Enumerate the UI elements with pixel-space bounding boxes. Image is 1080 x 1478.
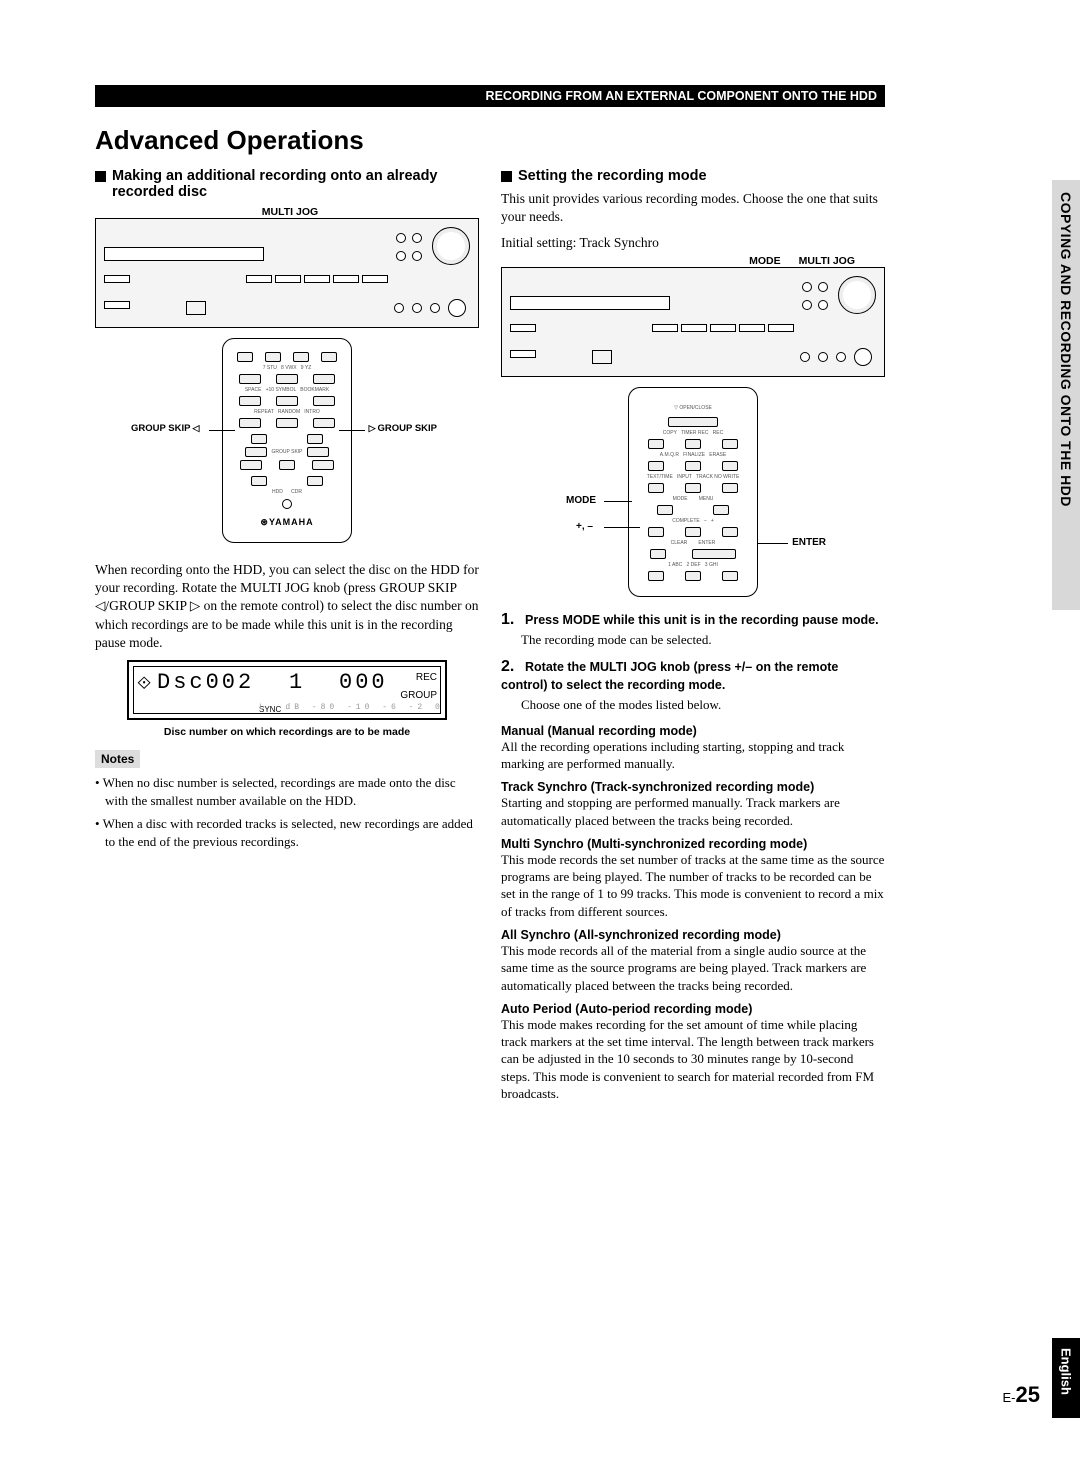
mode-top-label: MODE: [749, 255, 781, 267]
main-unit-diagram-right: [501, 267, 885, 377]
step-1: 1. Press MODE while this unit is in the …: [501, 611, 885, 649]
leader-line: [604, 527, 640, 528]
plus-button: [722, 527, 738, 537]
right-section-heading: Setting the recording mode: [501, 168, 885, 184]
mode-allsync-body: This mode records all of the material fr…: [501, 942, 885, 994]
mode-tracksync-body: Starting and stopping are performed manu…: [501, 794, 885, 829]
lcd-time: 000: [339, 670, 388, 695]
minus-button: [685, 527, 701, 537]
lcd-caption: Disc number on which recordings are to b…: [95, 726, 479, 738]
right-section-title: Setting the recording mode: [518, 168, 707, 184]
mode-tracksync-head: Track Synchro (Track-synchronized record…: [501, 780, 885, 794]
step-body: The recording mode can be selected.: [521, 631, 885, 649]
plusminus-callout: +, –: [576, 521, 593, 532]
mode-multisync-body: This mode records the set number of trac…: [501, 851, 885, 920]
group-skip-left-label: GROUP SKIP: [131, 423, 199, 434]
step-number: 1.: [501, 611, 521, 629]
side-chapter-text: COPYING AND RECORDING ONTO THE HDD: [1058, 192, 1074, 507]
multi-jog-top-label: MULTI JOG: [799, 255, 855, 267]
right-column: Setting the recording mode This unit pro…: [501, 168, 885, 1106]
left-column: Making an additional recording onto an a…: [95, 168, 479, 1106]
leader-line: [339, 430, 365, 431]
yamaha-logo: ⊛YAMAHA: [231, 517, 343, 528]
page-number-prefix: E-: [1003, 1390, 1016, 1405]
notes-list: When no disc number is selected, recordi…: [95, 774, 479, 850]
step-2: 2. Rotate the MULTI JOG knob (press +/– …: [501, 658, 885, 714]
level-knob-icon: [448, 299, 466, 317]
lcd-rec-indicator: REC: [416, 672, 437, 683]
side-chapter-tab: COPYING AND RECORDING ONTO THE HDD: [1052, 180, 1080, 610]
page-number-value: 25: [1016, 1382, 1040, 1407]
chapter-header-bar: RECORDING FROM AN EXTERNAL COMPONENT ONT…: [95, 85, 885, 107]
left-paragraph: When recording onto the HDD, you can sel…: [95, 561, 479, 652]
square-bullet-icon: [501, 171, 512, 182]
leader-line: [209, 430, 235, 431]
leader-line: [604, 501, 632, 502]
mode-manual-body: All the recording operations including s…: [501, 738, 885, 773]
left-section-heading: Making an additional recording onto an a…: [95, 168, 479, 200]
step-heading: Press MODE while this unit is in the rec…: [525, 613, 879, 627]
group-skip-left-button: [245, 447, 267, 457]
mode-autoperiod-head: Auto Period (Auto-period recording mode): [501, 1002, 885, 1016]
multi-jog-knob-icon: [432, 227, 470, 265]
step-number: 2.: [501, 658, 521, 676]
language-tab: English: [1052, 1338, 1080, 1418]
disc-tray: [104, 247, 264, 261]
note-item: When a disc with recorded tracks is sele…: [95, 815, 479, 850]
mode-allsync-head: All Synchro (All-synchronized recording …: [501, 928, 885, 942]
group-skip-right-button: [307, 447, 329, 457]
multi-jog-label: MULTI JOG: [255, 206, 325, 218]
square-bullet-icon: [95, 171, 106, 182]
remote-diagram: 7 STU 8 VWX 9 YZ SPACE +10 SYMBOL BOOKMA…: [222, 338, 352, 543]
left-section-title: Making an additional recording onto an a…: [112, 168, 479, 200]
step-body: Choose one of the modes listed below.: [521, 696, 885, 714]
mode-button: [657, 505, 673, 515]
lcd-group-indicator: GROUP: [400, 690, 437, 701]
group-skip-right-label: GROUP SKIP: [369, 423, 437, 434]
lcd-disc-number: Dsc002: [157, 670, 254, 695]
mode-autoperiod-body: This mode makes recording for the set am…: [501, 1016, 885, 1102]
language-tab-text: English: [1059, 1348, 1074, 1395]
page-number: E-25: [1003, 1382, 1040, 1408]
right-intro: This unit provides various recording mod…: [501, 190, 885, 226]
lcd-display: ⟐ Dsc002 1 000 REC GROUP SYNC L dB -80 -…: [127, 660, 447, 720]
remote-diagram-right: ▽ OPEN/CLOSE COPY TIMER REC REC A.M.Q.R …: [628, 387, 758, 597]
page-title: Advanced Operations: [95, 125, 885, 156]
mode-callout: MODE: [566, 495, 596, 506]
enter-callout: ENTER: [792, 537, 826, 548]
notes-heading: Notes: [95, 750, 140, 768]
mode-manual-head: Manual (Manual recording mode): [501, 724, 885, 738]
enter-button: [692, 549, 736, 559]
main-unit-diagram: [95, 218, 479, 328]
leader-line: [758, 543, 788, 544]
initial-setting: Initial setting: Track Synchro: [501, 234, 885, 252]
lcd-track: 1: [289, 670, 305, 695]
step-heading: Rotate the MULTI JOG knob (press +/– on …: [501, 660, 838, 692]
mode-multisync-head: Multi Synchro (Multi-synchronized record…: [501, 837, 885, 851]
disc-tray: [510, 296, 670, 310]
multi-jog-knob-icon: [838, 276, 876, 314]
note-item: When no disc number is selected, recordi…: [95, 774, 479, 809]
